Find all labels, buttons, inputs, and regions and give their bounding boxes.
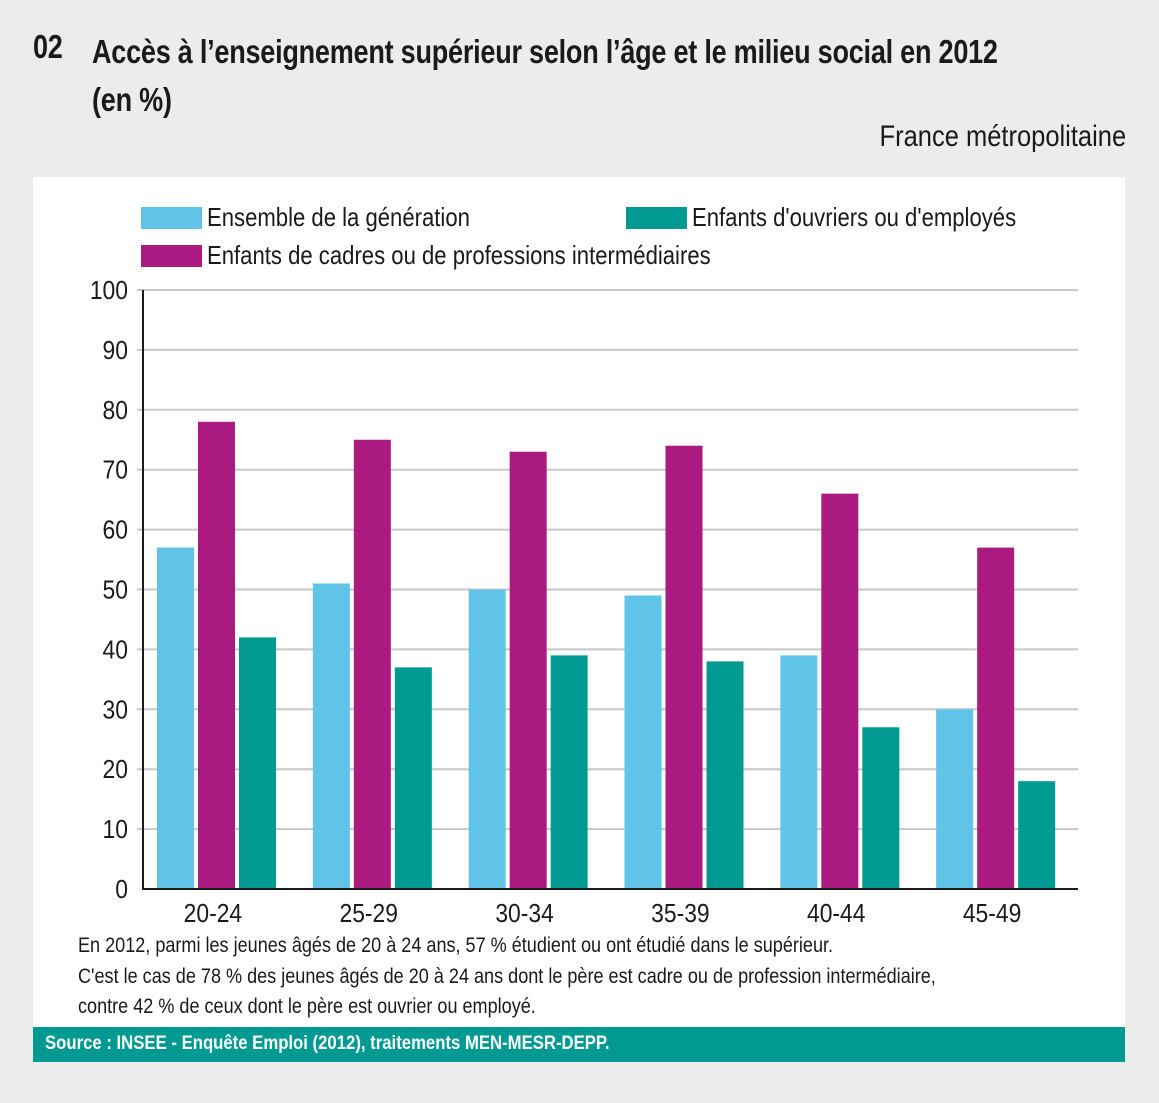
y-tick-label: 100: [90, 277, 128, 306]
source-bar: Source : INSEE - Enquête Emploi (2012), …: [33, 1027, 1125, 1062]
bar: [509, 451, 547, 889]
y-axis-ticks: 0 10 20 30 40 50 60 70 80 90 100: [90, 277, 128, 905]
y-tick-label: 10: [103, 816, 128, 845]
x-tick-label: 20-24: [184, 900, 242, 929]
axes: [142, 290, 1078, 890]
bar: [862, 727, 900, 889]
bar: [1018, 781, 1056, 889]
y-tick-label: 40: [103, 636, 128, 665]
bar: [157, 547, 194, 889]
bar: [780, 655, 818, 889]
legend-label-ouvriers: Enfants d'ouvriers ou d'employés: [692, 202, 1017, 232]
chart-title: Accès à l’enseignement supérieur selon l…: [92, 28, 1125, 124]
x-tick-label: 40-44: [807, 900, 865, 929]
bar: [468, 589, 506, 889]
note-line-3: contre 42 % de ceux dont le père est ouv…: [78, 995, 536, 1018]
legend-swatch-cadres: [141, 244, 202, 267]
y-tick-label: 0: [115, 876, 128, 905]
figure-number: 02: [33, 28, 63, 65]
chart-title-line2: (en %): [92, 81, 172, 118]
bar: [353, 439, 391, 889]
bar: [977, 547, 1015, 889]
chart-title-line1: Accès à l’enseignement supérieur selon l…: [92, 33, 998, 70]
x-tick-label: 35-39: [651, 900, 709, 929]
bars: [157, 421, 1056, 889]
bar: [394, 667, 432, 889]
y-tick-label: 70: [103, 456, 128, 485]
legend-item-ensemble: Ensemble de la génération: [141, 202, 516, 233]
legend-item-cadres: Enfants de cadres ou de professions inte…: [141, 240, 800, 271]
y-tick-label: 20: [103, 756, 128, 785]
bar: [821, 493, 859, 889]
legend-label-cadres: Enfants de cadres ou de professions inte…: [207, 240, 711, 270]
legend-swatch-ensemble: [141, 206, 202, 229]
legend-label-ensemble: Ensemble de la génération: [207, 202, 470, 232]
x-tick-label: 45-49: [963, 900, 1021, 929]
source-text: Source : INSEE - Enquête Emploi (2012), …: [45, 1033, 610, 1054]
bar-chart: 0 10 20 30 40 50 60 70 80 90 100 20-24 25-29 30-34 35…: [90, 277, 1078, 929]
bar: [198, 421, 235, 889]
legend-swatch-ouvriers: [626, 206, 687, 229]
y-tick-label: 90: [103, 337, 128, 366]
chart-subtitle: France métropolitaine: [879, 120, 1126, 153]
legend-item-ouvriers: Enfants d'ouvriers ou d'employés: [626, 202, 1073, 233]
x-tick-label: 30-34: [495, 900, 553, 929]
bar: [624, 595, 662, 889]
gridlines: [137, 289, 1078, 831]
x-axis-ticks: 20-24 25-29 30-34 35-39 40-44 45-49: [184, 900, 1022, 929]
bar: [665, 445, 703, 889]
chart-panel: Ensemble de la génération Enfants d'ouvr…: [33, 177, 1125, 1027]
y-tick-label: 60: [103, 516, 128, 545]
y-tick-label: 80: [103, 397, 128, 426]
bar: [239, 637, 276, 889]
x-tick-label: 25-29: [340, 900, 398, 929]
y-tick-label: 50: [103, 576, 128, 605]
bar: [550, 655, 588, 889]
bar: [706, 661, 744, 889]
note-line-2: C'est le cas de 78 % des jeunes âgés de …: [78, 965, 936, 988]
bar: [312, 583, 350, 889]
note-line-1: En 2012, parmi les jeunes âgés de 20 à 2…: [78, 934, 834, 957]
bar: [936, 709, 974, 889]
y-tick-label: 30: [103, 696, 128, 725]
